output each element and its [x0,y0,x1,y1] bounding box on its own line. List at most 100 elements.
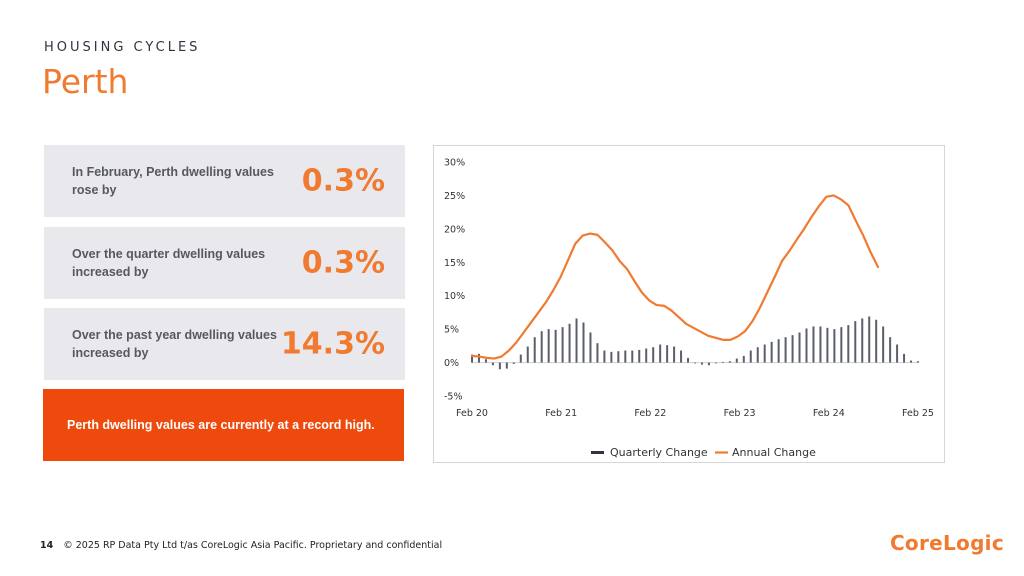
quarterly-bar [700,362,703,365]
quarterly-bar [721,361,724,363]
y-tick-label: 15% [444,258,465,269]
quarterly-bar [498,362,501,370]
quarterly-bar [784,337,787,363]
quarterly-bar [735,358,738,363]
quarterly-bar [526,346,529,363]
y-tick-label: -5% [444,392,463,403]
quarterly-bar [645,348,648,363]
corelogic-logo: CoreLogic [889,531,1004,555]
quarterly-bar [791,335,794,363]
quarterly-bar [756,347,759,363]
quarterly-bar [596,343,599,363]
quarterly-bar [603,350,606,363]
quarterly-bar [491,362,494,366]
quarterly-bar [554,329,557,363]
stat-value: 0.3% [301,245,385,281]
stat-label: In February, Perth dwelling values rose … [72,165,274,197]
quarterly-bar [819,326,822,363]
stat-label: Over the quarter dwelling values increas… [72,247,266,279]
quarterly-bar [505,362,508,369]
x-tick-label: Feb 25 [902,408,934,419]
y-tick-label: 25% [444,191,465,202]
stat-value: 0.3% [301,163,385,199]
quarterly-bar [624,350,627,363]
quarterly-bar [749,350,752,363]
quarterly-bar [798,332,801,363]
stat-value: 14.3% [280,326,385,362]
quarterly-bar [889,337,892,363]
quarterly-bar [868,316,871,363]
x-tick-label: Feb 23 [724,408,756,419]
quarterly-bar [659,344,662,363]
quarterly-bar [875,319,878,363]
quarterly-bar [540,331,543,363]
quarterly-bar [631,350,634,363]
quarterly-bar [589,332,592,363]
quarterly-bar [896,344,899,363]
callout-text: Perth dwelling values are currently at a… [67,418,375,432]
copyright-text: © 2025 RP Data Pty Ltd t/as CoreLogic As… [63,540,443,551]
x-tick-label: Feb 21 [545,408,577,419]
quarterly-bar [694,362,696,364]
quarterly-bar [714,362,717,364]
legend-label-annual: Annual Change [732,446,816,459]
quarterly-bar [471,354,473,363]
chart-svg: -5%0%5%10%15%20%25%30% Feb 20 Feb 21 Feb 2… [444,158,934,460]
quarterly-bar [882,326,885,363]
legend-label-quarterly: Quarterly Change [610,446,708,459]
quarterly-bar [917,361,919,363]
quarterly-bar [561,327,564,363]
quarterly-bar [728,361,731,363]
quarterly-bar [707,362,710,366]
y-tick-label: 30% [444,158,465,169]
quarterly-bar [512,362,515,364]
stat-card-annual: Over the past year dwelling values incre… [44,308,405,380]
legend-swatch-quarterly [591,451,604,454]
quarterly-bar [854,321,857,363]
stat-label: Over the past year dwelling values incre… [72,328,277,360]
stat-card-monthly: In February, Perth dwelling values rose … [44,145,405,217]
quarterly-bar [568,323,571,363]
stat-card-quarterly: Over the quarter dwelling values increas… [44,227,405,299]
quarterly-bar [666,345,669,363]
quarterly-bar [742,355,745,363]
quarterly-bar [477,353,480,363]
quarterly-bar [582,322,585,363]
quarterly-bar [910,360,913,363]
quarterly-bar [610,351,613,363]
quarterly-bar [763,344,766,363]
x-tick-label: Feb 24 [813,408,845,419]
quarterly-bar [826,327,829,363]
quarterly-bar [770,341,773,363]
quarterly-bar [673,346,676,363]
x-axis-ticks: Feb 20 Feb 21 Feb 22 Feb 23 Feb 24 Feb 25 [456,408,934,419]
x-tick-label: Feb 22 [634,408,666,419]
quarterly-bar [519,354,522,363]
footer: 14 © 2025 RP Data Pty Ltd t/as CoreLogic … [40,540,442,551]
y-tick-label: 5% [444,325,459,336]
quarterly-bar [805,328,808,363]
quarterly-bar [777,339,780,363]
housing-cycle-chart: -5% 0% 5% 10% 15% 20% 25% 30% Feb 20 Feb 21 Feb 2… [433,145,945,463]
quarterly-bar [652,347,655,363]
quarterly-bar [484,359,487,363]
y-axis-ticks: -5% 0% 5% 10% 15% 20% 25% 30% [444,158,465,403]
legend: Quarterly Change Annual Change [591,446,816,459]
page-title: Perth [42,62,129,101]
quarterly-bars [471,316,919,370]
quarterly-bar [847,325,850,363]
quarterly-bar [575,318,578,363]
page-number: 14 [40,540,54,551]
y-tick-label: 10% [444,291,465,302]
quarterly-bar [833,329,836,363]
y-tick-label: 20% [444,224,465,235]
quarterly-bar [617,351,620,363]
record-high-callout: Perth dwelling values are currently at a… [43,389,404,461]
quarterly-bar [861,318,864,363]
quarterly-bar [533,337,536,363]
quarterly-bar [687,357,690,363]
y-tick-label: 0% [444,358,459,369]
x-tick-label: Feb 20 [456,408,488,419]
section-eyebrow: HOUSING CYCLES [44,40,201,55]
quarterly-bar [547,329,550,363]
